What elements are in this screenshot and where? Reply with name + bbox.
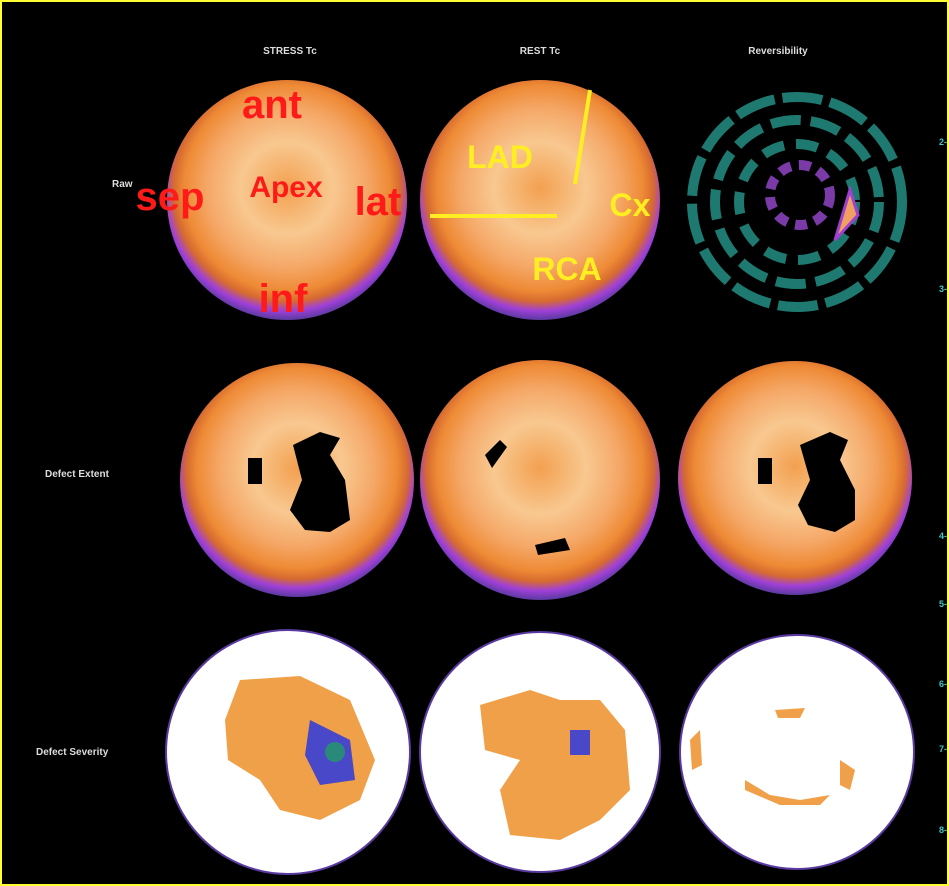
territory-line xyxy=(573,89,592,185)
scale-label: 3- xyxy=(939,284,947,294)
defect xyxy=(798,432,855,532)
annotation: lat xyxy=(355,180,402,224)
defect xyxy=(290,432,350,532)
severity-core xyxy=(570,730,590,755)
ring xyxy=(687,92,907,312)
scale-label: 7- xyxy=(939,744,947,754)
polar-map xyxy=(678,361,912,595)
scale-label: 6- xyxy=(939,679,947,689)
column-header: Reversibility xyxy=(748,46,808,57)
annotation: RCA xyxy=(532,251,601,287)
defect xyxy=(485,440,507,468)
scale-label: 4- xyxy=(939,531,947,541)
annotation: sep xyxy=(136,175,205,219)
polar-map xyxy=(679,634,915,870)
row-label: Defect Severity xyxy=(36,747,109,758)
ring xyxy=(765,160,835,230)
scale: 2- 3- 4- 5- 6- 7- 8- xyxy=(939,137,947,835)
defect xyxy=(248,458,262,484)
ring xyxy=(710,115,884,289)
scale-label: 2- xyxy=(939,137,947,147)
row-label: Defect Extent xyxy=(45,469,110,480)
row-label: Raw xyxy=(112,179,133,190)
defect xyxy=(535,538,570,555)
polar-map xyxy=(420,80,660,320)
hot-spot xyxy=(833,184,860,242)
severity-area xyxy=(225,676,375,820)
severity-core xyxy=(325,742,345,762)
polar-map xyxy=(167,80,407,320)
scale-label: 5- xyxy=(939,599,947,609)
annotation: Cx xyxy=(610,187,651,223)
column-header: REST Tc xyxy=(520,46,561,57)
polar-map xyxy=(420,360,660,600)
annotation: ant xyxy=(242,83,302,127)
defect xyxy=(758,458,772,484)
severity-area xyxy=(480,690,630,840)
column-header: STRESS Tc xyxy=(263,46,317,57)
reversibility-map xyxy=(687,92,907,312)
scale-label: 8- xyxy=(939,825,947,835)
annotation: LAD xyxy=(467,139,533,175)
polar-map xyxy=(180,363,414,597)
annotation: Apex xyxy=(249,171,323,204)
annotation: inf xyxy=(259,277,309,321)
